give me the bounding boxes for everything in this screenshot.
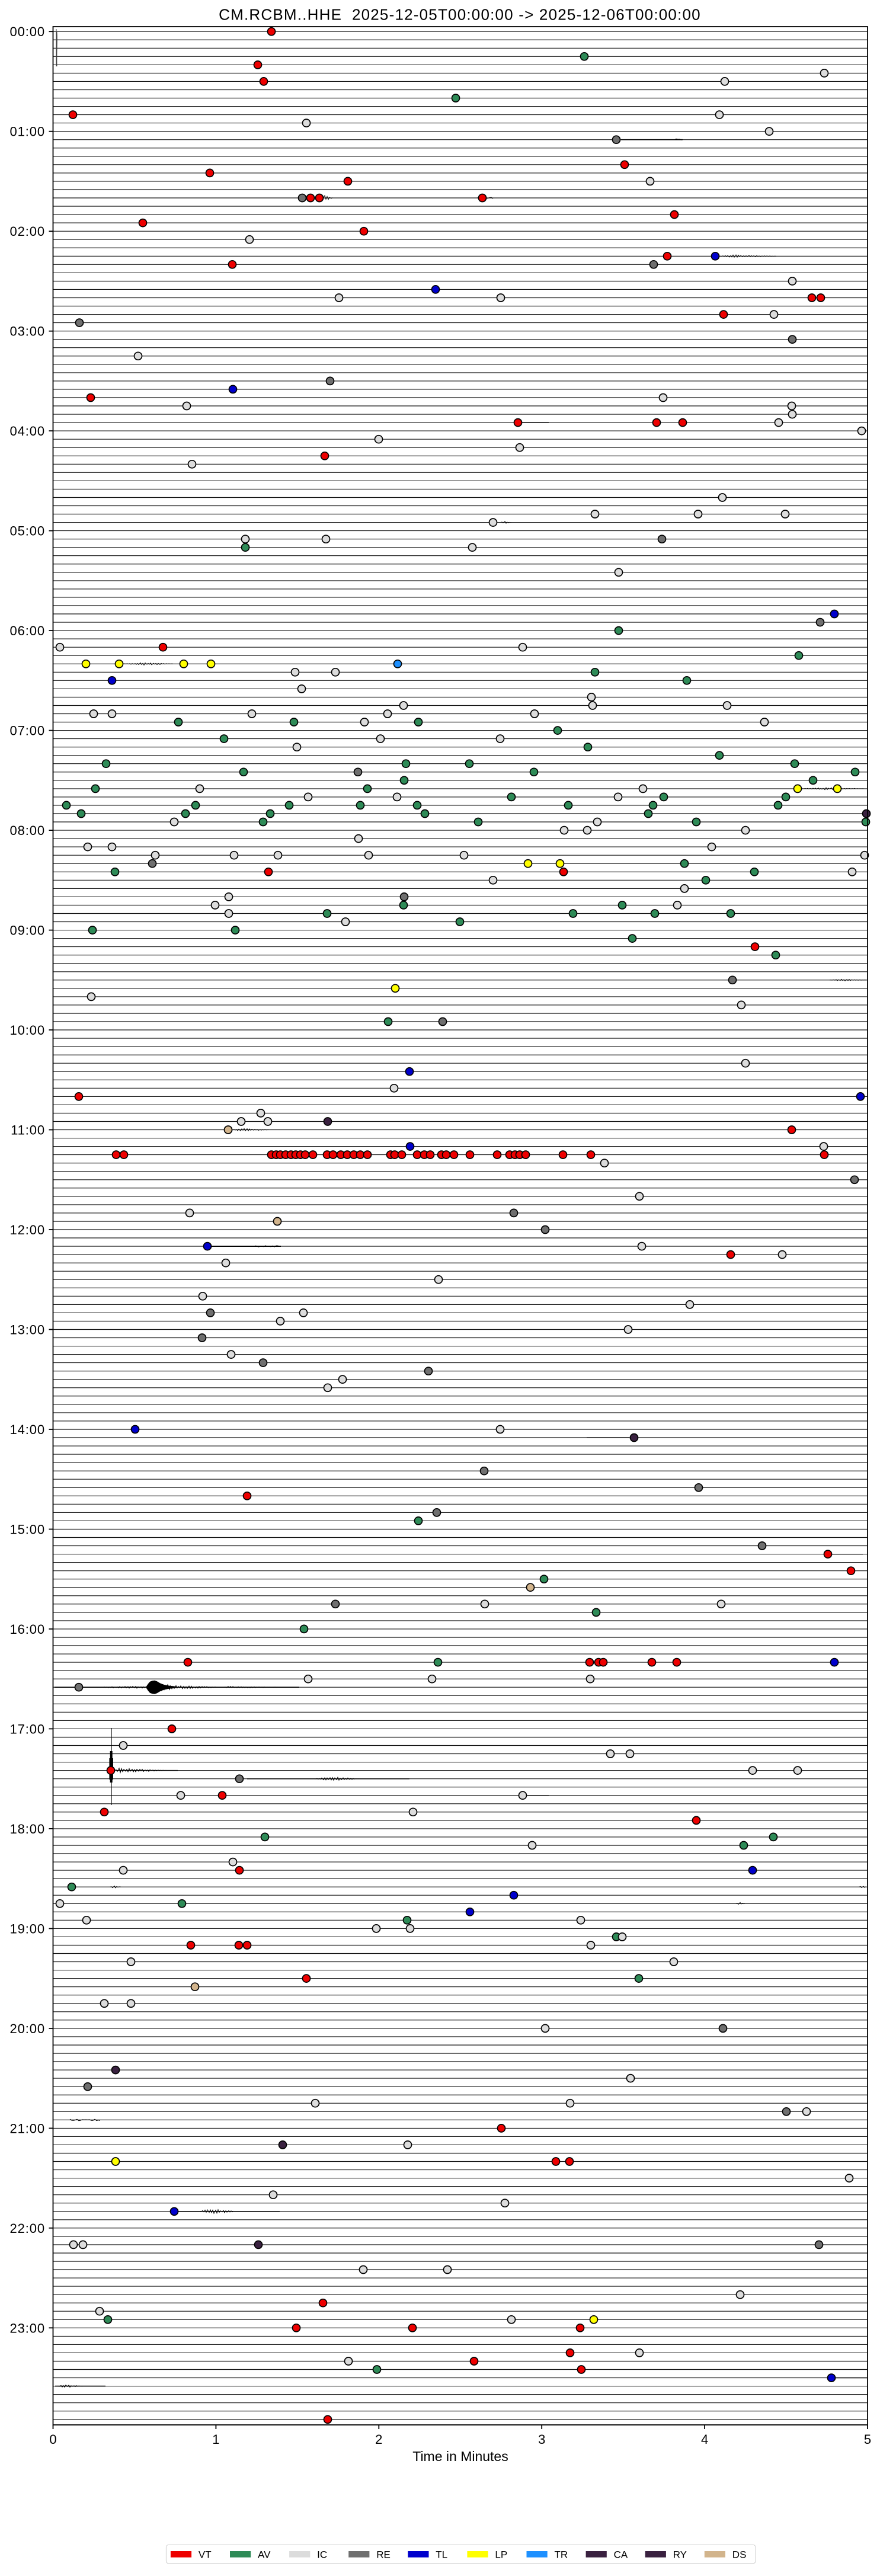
svg-text:Time in Minutes: Time in Minutes [412, 2449, 508, 2464]
svg-text:09:00: 09:00 [9, 923, 45, 938]
svg-text:10:00: 10:00 [9, 1023, 45, 1038]
svg-text:0: 0 [49, 2432, 56, 2447]
svg-text:14:00: 14:00 [9, 1422, 45, 1437]
svg-text:AV: AV [258, 2549, 271, 2561]
svg-text:19:00: 19:00 [9, 1921, 45, 1936]
svg-text:07:00: 07:00 [9, 724, 45, 738]
svg-text:RE: RE [376, 2549, 391, 2561]
svg-text:05:00: 05:00 [9, 524, 45, 539]
svg-text:01:00: 01:00 [9, 124, 45, 139]
svg-text:IC: IC [317, 2549, 327, 2561]
svg-text:03:00: 03:00 [9, 324, 45, 339]
svg-text:00:00: 00:00 [9, 24, 45, 39]
svg-text:15:00: 15:00 [9, 1522, 45, 1537]
svg-text:3: 3 [538, 2432, 545, 2447]
svg-text:08:00: 08:00 [9, 823, 45, 838]
svg-text:VT: VT [199, 2549, 212, 2561]
svg-text:02:00: 02:00 [9, 224, 45, 239]
svg-text:16:00: 16:00 [9, 1622, 45, 1637]
svg-text:1: 1 [212, 2432, 219, 2447]
svg-text:20:00: 20:00 [9, 2021, 45, 2036]
svg-text:23:00: 23:00 [9, 2321, 45, 2335]
svg-text:06:00: 06:00 [9, 623, 45, 638]
svg-text:13:00: 13:00 [9, 1323, 45, 1337]
svg-text:17:00: 17:00 [9, 1721, 45, 1736]
svg-text:21:00: 21:00 [9, 2121, 45, 2136]
svg-text:4: 4 [701, 2432, 708, 2447]
svg-text:RY: RY [673, 2549, 687, 2561]
svg-text:TR: TR [555, 2549, 568, 2561]
svg-text:18:00: 18:00 [9, 1822, 45, 1836]
svg-text:CA: CA [614, 2549, 628, 2561]
svg-text:12:00: 12:00 [9, 1223, 45, 1237]
svg-text:TL: TL [436, 2549, 447, 2561]
svg-text:2: 2 [375, 2432, 382, 2447]
svg-text:CM.RCBM..HHE 2025-12-05T00:00: CM.RCBM..HHE 2025-12-05T00:00:00 -> 2025… [219, 6, 701, 24]
svg-text:5: 5 [864, 2432, 871, 2447]
svg-text:22:00: 22:00 [9, 2221, 45, 2236]
svg-text:11:00: 11:00 [11, 1123, 45, 1138]
svg-text:DS: DS [732, 2549, 747, 2561]
svg-text:LP: LP [495, 2549, 507, 2561]
svg-text:04:00: 04:00 [9, 424, 45, 439]
